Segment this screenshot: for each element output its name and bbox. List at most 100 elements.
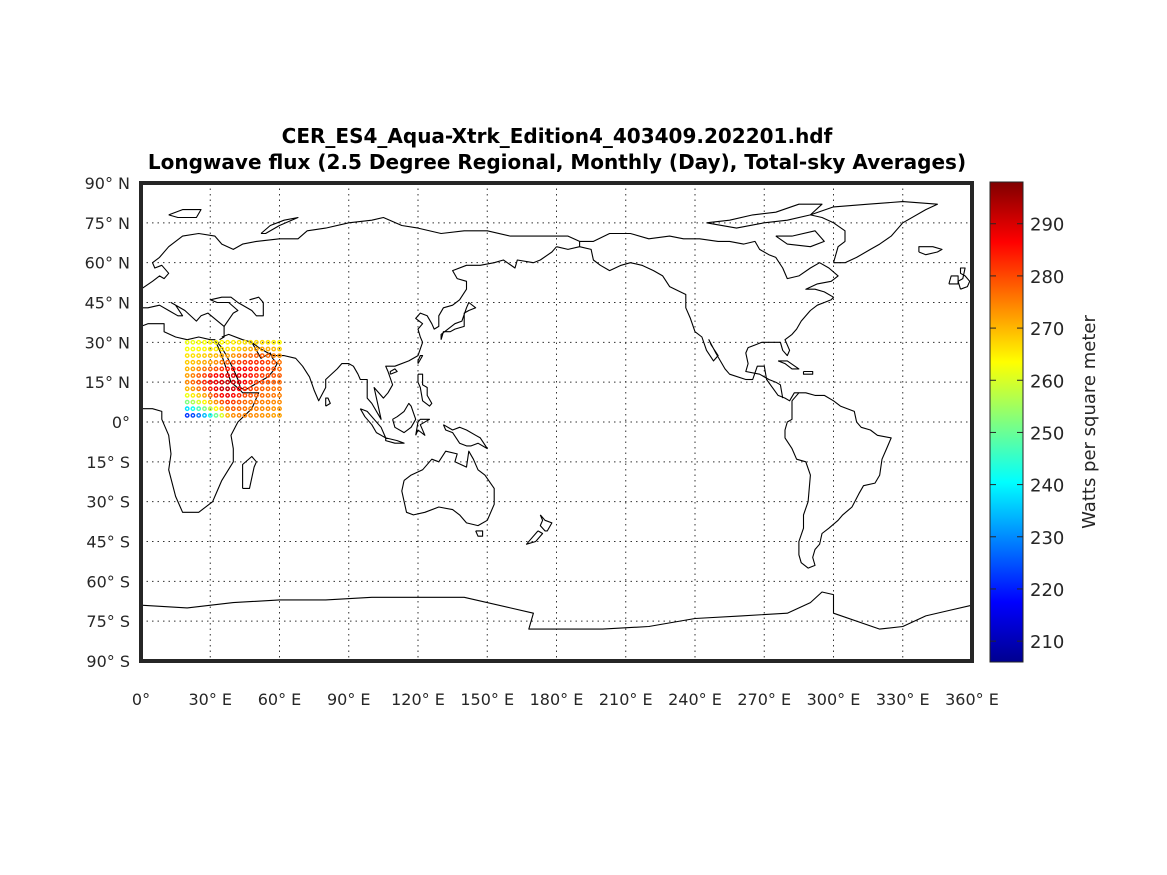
flux-data-point [248, 406, 254, 412]
flux-data-point [242, 373, 248, 378]
flux-data-point [248, 392, 254, 398]
latitude-tick-label: 90° N [85, 174, 130, 193]
coastline-path [140, 323, 260, 513]
flux-data-point [259, 412, 265, 418]
coastline-path [140, 591, 973, 630]
flux-data-point [265, 353, 271, 358]
colorbar-tick-label: 280 [1030, 267, 1064, 288]
flux-data-point [265, 379, 271, 385]
flux-data-point [248, 373, 254, 378]
flux-data-point [253, 379, 259, 385]
coastline-path [442, 424, 488, 450]
flux-data-point [277, 339, 282, 345]
flux-data-point [213, 412, 219, 418]
flux-data-point [202, 392, 207, 398]
flux-data-point [225, 392, 231, 398]
coastline-path [359, 408, 387, 439]
flux-data-point [271, 392, 277, 398]
flux-data-point [259, 359, 265, 365]
coastline-path [539, 514, 553, 532]
flux-data-point [196, 406, 202, 412]
flux-data-point [202, 346, 207, 352]
flux-data-point [184, 353, 190, 358]
flux-data-point [219, 346, 225, 352]
flux-data-point [230, 399, 236, 405]
colorbar-tick-labels: 290 280 270 260 250 240 230 220 210 [990, 215, 1064, 653]
flux-data-point [219, 406, 225, 412]
coastline-path [809, 201, 938, 264]
flux-data-point [277, 399, 282, 405]
flux-data-point [230, 339, 236, 345]
flux-data-point [202, 373, 207, 378]
coastline-path [525, 530, 544, 545]
flux-data-point [190, 366, 196, 372]
flux-data-point [196, 412, 202, 418]
coastline-path [242, 455, 257, 489]
flux-data-point [253, 373, 259, 378]
flux-data-point [184, 392, 190, 398]
latitude-tick-label: 30° S [86, 493, 130, 512]
flux-data-point [253, 406, 259, 412]
flux-data-point [236, 346, 242, 352]
flux-data-point [202, 386, 207, 392]
coastline-path [389, 368, 398, 375]
flux-data-point [236, 399, 242, 405]
flux-data-point [196, 399, 202, 405]
flux-data-point [242, 346, 248, 352]
flux-data-point [219, 339, 225, 345]
flux-data-point [225, 353, 231, 358]
flux-data-point [265, 339, 271, 345]
flux-data-point [230, 386, 236, 392]
flux-data-point [242, 392, 248, 398]
coastline-path [777, 360, 800, 370]
flux-data-point [213, 359, 219, 365]
coastline-path [385, 437, 405, 444]
flux-data-point [248, 339, 254, 345]
flux-data-point [236, 406, 242, 412]
flux-data-point [190, 339, 196, 345]
flux-data-point [242, 366, 248, 372]
colorbar-tick-label: 250 [1030, 423, 1064, 444]
flux-data-point [271, 366, 277, 372]
coastline-path [325, 397, 331, 407]
flux-data-point [219, 399, 225, 405]
flux-data-point [248, 379, 254, 385]
flux-data-point [202, 353, 207, 358]
flux-data-point [207, 406, 213, 412]
flux-data-point [225, 379, 231, 385]
flux-data-point [271, 359, 277, 365]
flux-data-point [225, 412, 231, 418]
flux-data-point [207, 359, 213, 365]
flux-data-point [271, 379, 277, 385]
flux-data-point [184, 406, 190, 412]
coastline-path [775, 230, 825, 248]
flux-data-point [230, 392, 236, 398]
coastline-path [706, 203, 823, 229]
latitude-tick-labels: 90° N 75° N 60° N 45° N 30° N 15° N 0° 15° S 30°… [85, 174, 130, 671]
flux-data-point [196, 379, 202, 385]
flux-data-point [253, 346, 259, 352]
flux-data-point [225, 386, 231, 392]
flux-data-point [259, 339, 265, 345]
flux-data-point [277, 353, 282, 358]
longitude-tick-label: 210° E [599, 690, 653, 709]
coastline-path [140, 216, 580, 290]
colorbar-tick-label: 270 [1030, 319, 1064, 340]
flux-data-point [259, 386, 265, 392]
flux-data-point [225, 406, 231, 412]
colorbar-tick-label: 220 [1030, 580, 1064, 601]
flux-data-point [184, 339, 190, 345]
flux-data-point [259, 346, 265, 352]
flux-data-point [271, 406, 277, 412]
flux-data-point [202, 406, 207, 412]
latitude-tick-label: 45° S [86, 533, 130, 552]
flux-data-point [219, 412, 225, 418]
flux-data-point [253, 392, 259, 398]
flux-data-point [271, 412, 277, 418]
flux-data-point [259, 366, 265, 372]
flux-data-point [277, 379, 282, 385]
flux-data-point [225, 366, 231, 372]
flux-data-points [184, 339, 282, 418]
flux-data-point [253, 386, 259, 392]
